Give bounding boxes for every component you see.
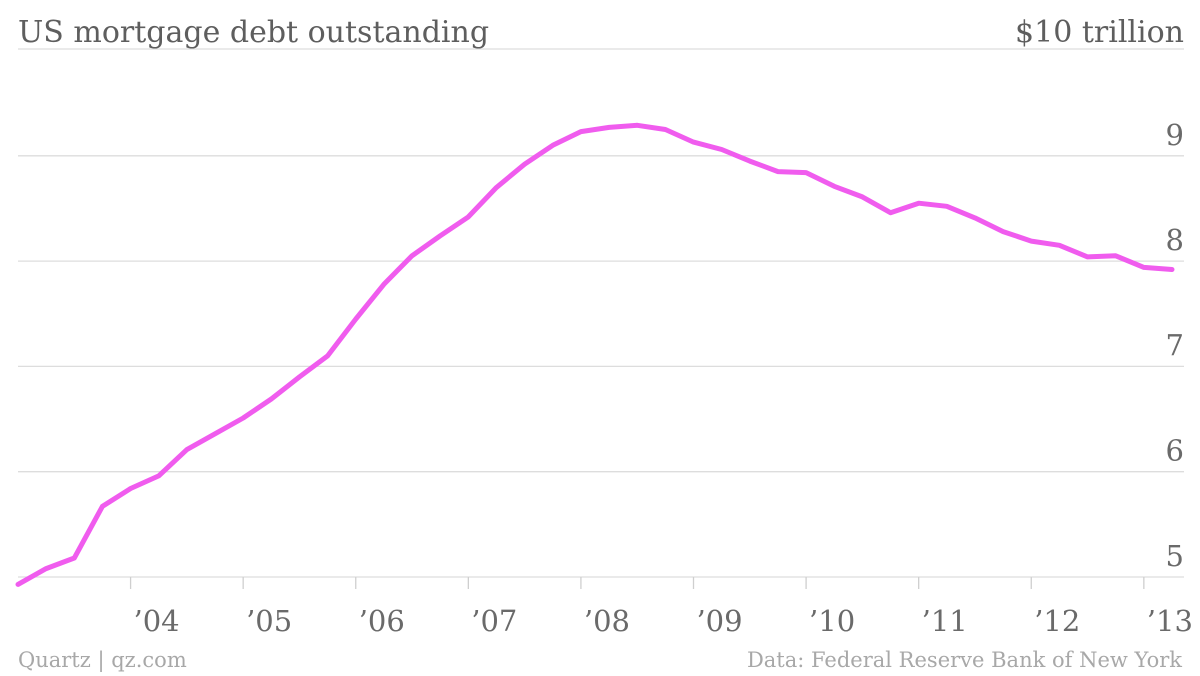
x-tick-label: ’10 <box>809 604 855 638</box>
source-text: Data: Federal Reserve Bank of New York <box>747 648 1182 672</box>
y-tick-label: 6 <box>1166 434 1184 468</box>
x-tick-label: ’06 <box>359 604 405 638</box>
y-tick-label: 8 <box>1166 223 1184 257</box>
y-tick-label: 7 <box>1166 328 1184 362</box>
x-tick-label: ’05 <box>246 604 292 638</box>
y-axis: 5 6 7 8 9 <box>1166 118 1184 573</box>
series-line-0 <box>15 122 1175 587</box>
credit-text: Quartz | qz.com <box>18 648 187 673</box>
x-tick-label: ’09 <box>696 604 742 638</box>
x-tick-label: ’13 <box>1147 604 1193 638</box>
y-tick-label: 9 <box>1166 118 1184 152</box>
x-tick-label: ’04 <box>134 604 180 638</box>
x-tick-label: ’11 <box>922 604 968 638</box>
x-tick-label: ’07 <box>471 604 517 638</box>
unit-label: $10 trillion <box>1015 15 1184 50</box>
chart-title: US mortgage debt outstanding <box>18 15 489 50</box>
x-tick-label: ’08 <box>584 604 630 638</box>
x-axis: ’04 ’05 ’06 ’07 ’08 ’09 ’10 ’11 ’12 ’13 <box>129 577 1193 638</box>
x-tick-label: ’12 <box>1034 604 1080 638</box>
series-layer <box>15 122 1175 587</box>
y-tick-label: 5 <box>1166 539 1184 573</box>
gridlines <box>18 48 1184 578</box>
